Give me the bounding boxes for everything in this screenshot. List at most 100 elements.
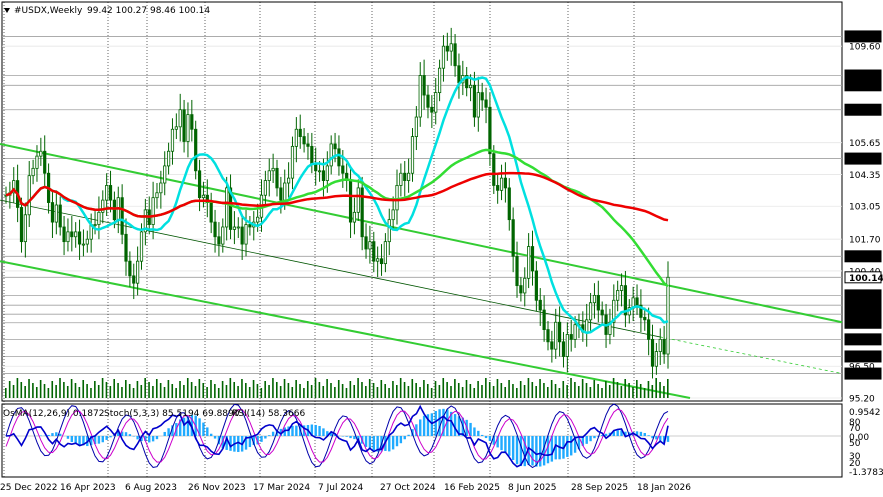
price-tick-label: 97.60 (849, 336, 875, 346)
osma-bar (376, 436, 379, 452)
candle-body (465, 75, 469, 89)
candle-body (213, 221, 217, 238)
osma-bar (93, 436, 97, 445)
volume-bar (523, 385, 526, 398)
volume-bar (399, 378, 402, 398)
volume-bar (260, 388, 263, 398)
candle-body (50, 202, 55, 223)
volume-bar (198, 379, 201, 398)
osma-bar (182, 417, 186, 436)
indicator-tick-label: 30 (849, 452, 861, 462)
osma-bar (651, 436, 654, 439)
osma-bar (155, 436, 159, 440)
volume-bar (357, 378, 359, 398)
volume-bar (202, 383, 205, 398)
price-tick-label: 100.14 (849, 274, 883, 284)
osma-bar (573, 436, 577, 453)
candle-body (194, 128, 198, 172)
candle-body (151, 197, 155, 225)
osma-bar (128, 434, 132, 436)
volume-bar (605, 381, 607, 398)
volume-bar (570, 378, 572, 398)
osma-bar (527, 436, 530, 466)
candle-body (294, 128, 298, 147)
candle-body (120, 197, 124, 235)
candle-body (66, 231, 70, 243)
candle-body (387, 219, 391, 243)
volume-bar (337, 380, 340, 398)
osma-bar (624, 431, 627, 436)
candle-body (201, 194, 206, 199)
volume-bar (194, 386, 197, 398)
volume-bar (341, 384, 344, 398)
volume-bar (407, 386, 410, 398)
time-tick-label: 26 Nov 2023 (188, 483, 246, 493)
volume-bar (516, 388, 518, 398)
candle-body (143, 209, 147, 233)
candle-body (650, 338, 655, 367)
volume-bar (647, 381, 650, 398)
osma-bar (74, 436, 77, 445)
time-tick-label: 7 Jul 2024 (318, 483, 363, 493)
candle-body (108, 185, 113, 201)
volume-bar (90, 388, 92, 398)
volume-bar (217, 388, 220, 398)
volume-bar (465, 380, 468, 398)
volume-bar (20, 382, 23, 398)
osma-bar (496, 436, 499, 448)
osma-bar (457, 416, 461, 436)
volume-bar (473, 388, 476, 398)
price-tick-label: 110.00 (849, 33, 881, 43)
candle-body (306, 143, 310, 147)
candle-body (654, 351, 658, 367)
osma-bar (535, 436, 538, 467)
volume-bar (256, 384, 259, 398)
volume-bar (105, 382, 108, 398)
volume-bar (349, 381, 352, 398)
osma-bar (66, 436, 70, 439)
volume-bar (616, 382, 619, 398)
volume-bar (214, 384, 216, 398)
osma-bar (473, 427, 476, 436)
candle-body (186, 114, 190, 142)
candle-body (232, 226, 237, 230)
time-tick-label: 25 Dec 2022 (0, 483, 58, 493)
candle-body (507, 187, 511, 221)
osma-bar (577, 436, 581, 450)
volume-bar (140, 385, 143, 398)
mid-trendline (0, 199, 661, 338)
volume-bar (624, 379, 627, 398)
osma-bar (511, 436, 515, 460)
candle-body (647, 319, 651, 340)
volume-bar (113, 379, 115, 398)
candle-body (321, 170, 326, 181)
volume-bar (496, 379, 499, 398)
volume-bar (279, 386, 282, 398)
volume-bar (539, 379, 541, 398)
candle-body (418, 75, 422, 118)
volume-bar (372, 383, 375, 398)
volume-bar (264, 381, 266, 398)
indicator-tick-label: 80 (849, 418, 861, 428)
volume-bar (47, 388, 50, 398)
volume-bar (82, 380, 85, 398)
candle-body (267, 170, 271, 181)
volume-bar (388, 388, 390, 398)
volume-bar (241, 379, 243, 398)
osma-bar (310, 424, 314, 436)
volume-bar (353, 385, 356, 398)
osma-bar (167, 428, 170, 436)
osma-bar (136, 436, 139, 440)
candle-body (182, 109, 186, 142)
osma-bar (419, 419, 422, 436)
volume-bar (229, 378, 232, 398)
candle-body (588, 302, 593, 321)
candle-body (449, 43, 453, 52)
triangle-down-icon[interactable] (4, 8, 10, 13)
osma-bar (244, 436, 248, 450)
candle-body (23, 214, 27, 243)
mid-trendline-projection (659, 336, 843, 374)
osma-bar (206, 427, 209, 436)
price-tick-label: 95.20 (849, 395, 875, 405)
